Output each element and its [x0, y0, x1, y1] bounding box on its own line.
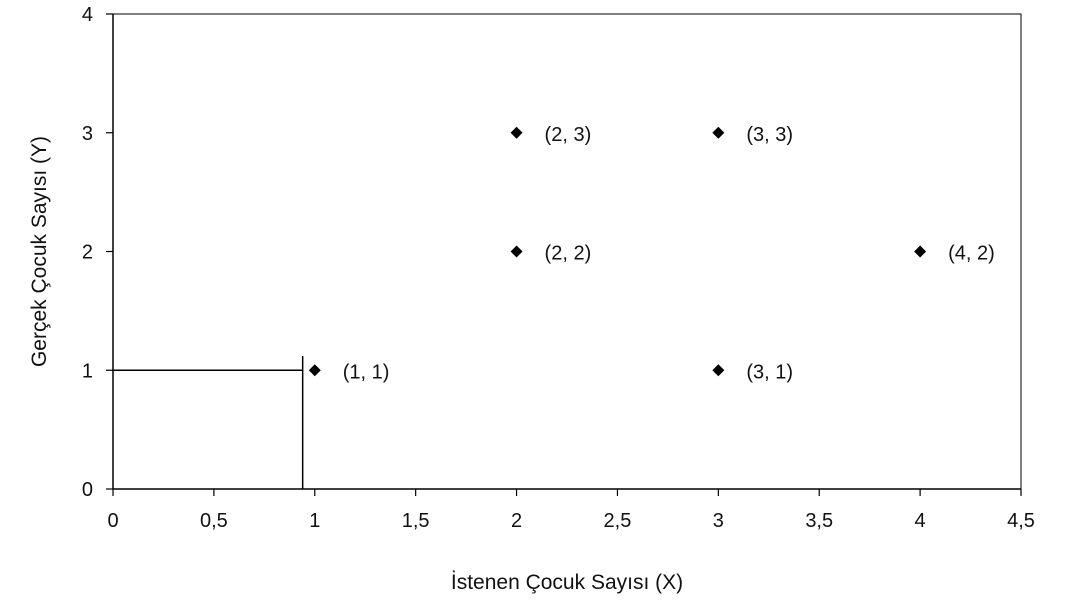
- y-tick-label: 4: [82, 4, 93, 26]
- data-point: [712, 126, 725, 139]
- y-tick-label: 3: [82, 123, 93, 145]
- x-tick-label: 0: [107, 510, 118, 532]
- data-point-label: (2, 3): [545, 124, 592, 146]
- y-tick-label: 2: [82, 242, 93, 264]
- x-tick-label: 1: [309, 510, 320, 532]
- data-point: [510, 245, 523, 258]
- data-point-label: (1, 1): [343, 361, 390, 383]
- y-axis-title: Gerçek Çocuk Sayısı (Y): [28, 136, 51, 367]
- y-axis: 0 1 2 3 4: [82, 4, 114, 501]
- x-axis: 0 0,5 1 1,5 2 2,5 3 3,5 4 4,5: [107, 488, 1035, 532]
- x-tick-label: 2,5: [604, 510, 632, 532]
- data-point-label: (3, 1): [746, 361, 793, 383]
- y-tick-label: 1: [82, 360, 93, 382]
- x-tick-label: 4: [915, 510, 926, 532]
- points-layer: (1, 1) (2, 2) (2, 3) (3, 3) (3, 1) (4, 2): [308, 124, 995, 383]
- data-point: [914, 245, 927, 258]
- data-point: [510, 126, 523, 139]
- x-tick-label: 1,5: [402, 510, 430, 532]
- y-tick-label: 0: [82, 479, 93, 501]
- x-tick-label: 0,5: [200, 510, 228, 532]
- x-tick-label: 2: [511, 510, 522, 532]
- x-axis-title: İstenen Çocuk Sayısı (X): [451, 571, 683, 594]
- data-point-label: (3, 3): [746, 124, 793, 146]
- x-tick-label: 4,5: [1007, 510, 1035, 532]
- data-point-label: (4, 2): [948, 243, 995, 265]
- data-point: [308, 364, 321, 377]
- data-point-label: (2, 2): [545, 243, 592, 265]
- annotation-layer: [113, 356, 304, 489]
- x-tick-label: 3,5: [805, 510, 833, 532]
- data-point: [712, 364, 725, 377]
- x-tick-label: 3: [713, 510, 724, 532]
